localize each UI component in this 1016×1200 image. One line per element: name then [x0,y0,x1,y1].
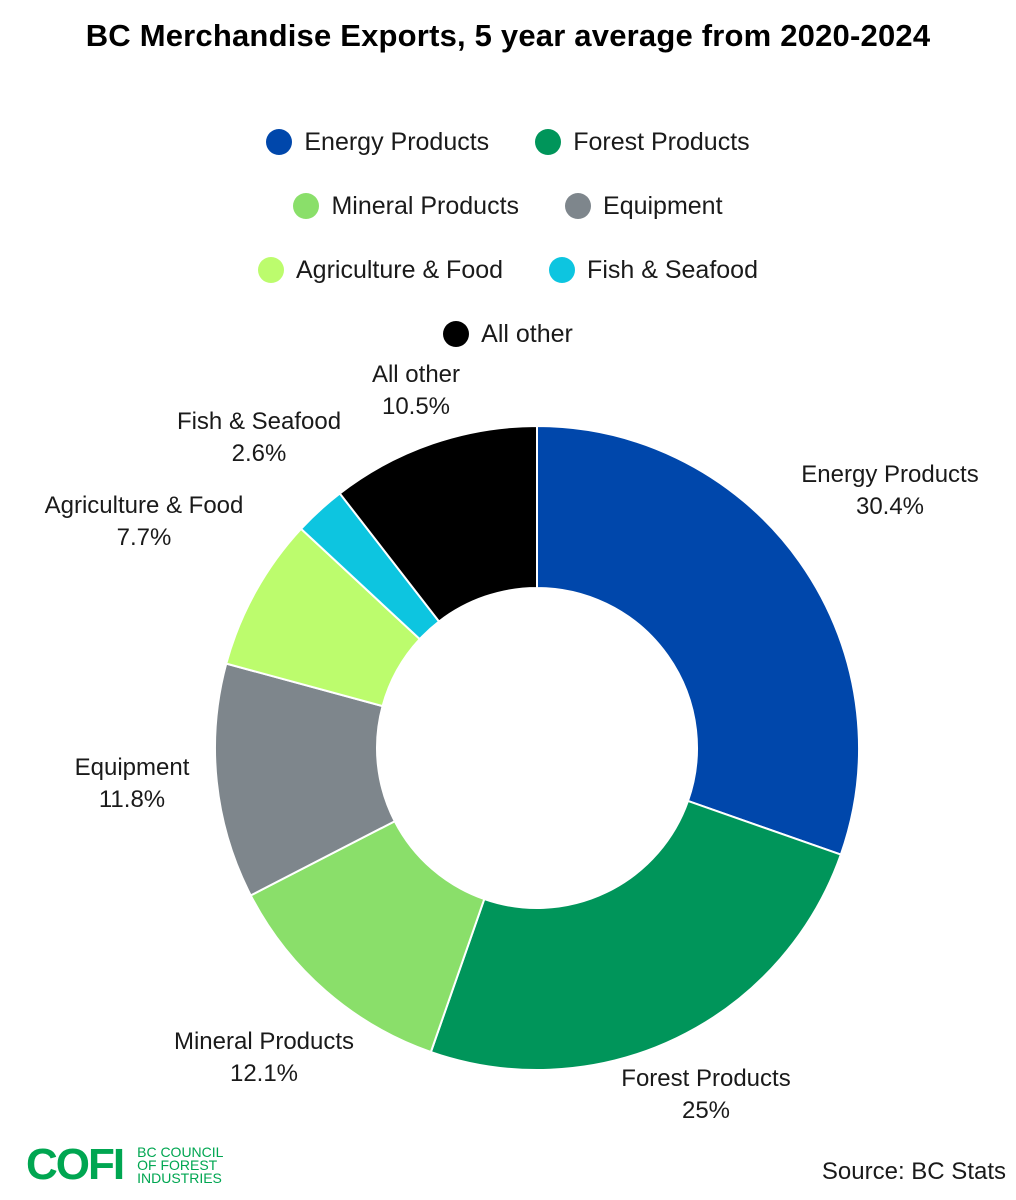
source-note: Source: BC Stats [821,1158,1006,1185]
logo-line: OF FOREST [137,1156,218,1173]
legend-row: All other [0,302,1016,366]
slice-name-label: Agriculture & Food [45,492,244,519]
legend-swatch [266,129,293,155]
slice-value-label: 10.5% [382,393,450,420]
chart-title: BC Merchandise Exports, 5 year average f… [85,18,931,53]
legend-label: Fish & Seafood [587,255,758,284]
cofi-logo: COFI BC COUNCIL OF FOREST INDUSTRIES [26,1140,223,1190]
slice-name-label: All other [372,361,460,388]
pie-slice [429,799,843,1071]
pie-slice [249,819,486,1054]
slice-name-label: Energy Products [801,461,978,488]
legend-item: Agriculture & Food [258,256,503,285]
logo-text: BC COUNCIL OF FOREST INDUSTRIES [137,1143,224,1186]
legend-swatch [443,321,470,347]
legend-item: Forest Products [535,127,750,157]
legend-label: Forest Products [573,127,750,156]
legend-label: Energy Products [304,127,490,156]
pie-slice [536,424,860,856]
logo-mark: COFI [26,1140,125,1189]
legend-item: Fish & Seafood [549,256,758,285]
slice-name-label: Equipment [75,754,190,781]
legend-label: Agriculture & Food [296,255,504,284]
pie-slice [338,424,538,623]
slice-name-label: Fish & Seafood [177,408,341,435]
legend-item: Equipment [565,192,723,221]
legend-swatch [258,257,284,283]
legend-row: Agriculture & Food Fish & Seafood [0,238,1016,302]
slice-value-label: 12.1% [230,1060,298,1087]
legend-item: All other [443,320,573,349]
legend-label: All other [481,319,573,348]
slice-name-label: Forest Products [621,1065,790,1092]
legend-swatch [293,193,320,219]
legend-item: Mineral Products [293,192,519,221]
logo-line: BC COUNCIL [137,1143,224,1160]
legend-item: Energy Products [266,128,489,157]
legend-row: Mineral Products Equipment [0,174,1016,238]
legend-swatch [565,193,592,219]
slice-value-label: 25% [682,1097,730,1124]
slice-value-label: 7.7% [117,524,172,551]
slice-value-label: 11.8% [99,786,165,813]
legend-swatch [549,257,576,283]
legend-label: Equipment [603,191,723,220]
slice-name-label: Mineral Products [174,1028,354,1055]
legend-row: Energy Products Forest Products [0,110,1016,174]
legend-swatch [535,129,562,155]
legend: Energy Products Forest Products Mineral Pr… [0,110,1016,366]
slice-value-label: 2.6% [232,440,287,467]
legend-label: Mineral Products [331,191,520,220]
slice-value-label: 30.4% [856,493,924,520]
logo-line: INDUSTRIES [137,1169,222,1186]
